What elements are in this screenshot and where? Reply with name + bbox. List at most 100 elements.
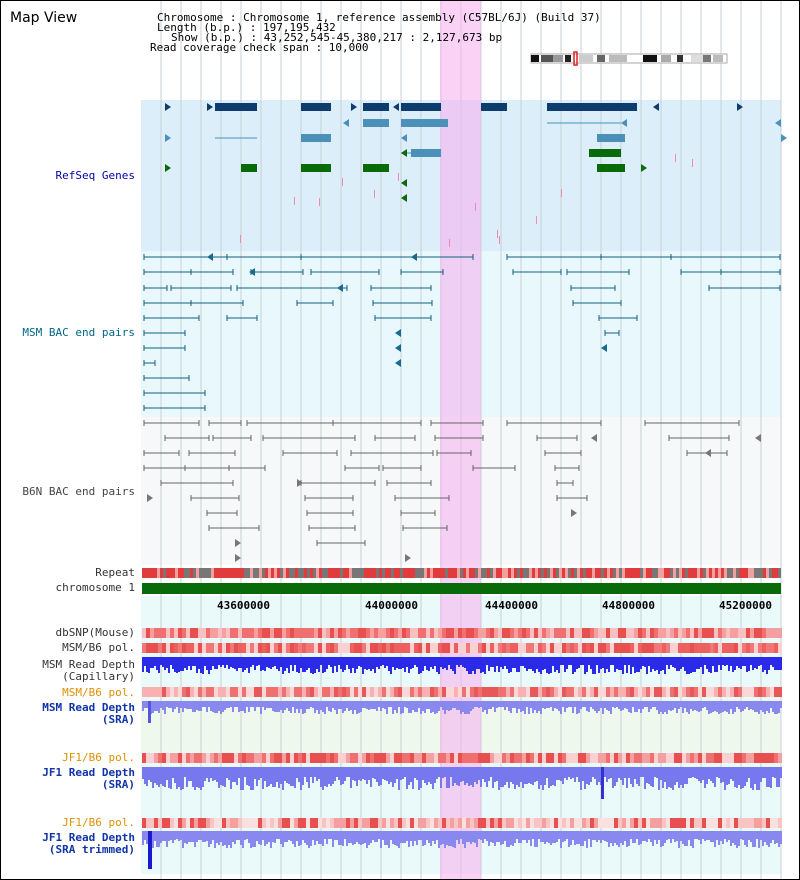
repeat-segment bbox=[238, 568, 241, 578]
track-label-dbsnp[interactable]: dbSNP(Mouse) bbox=[55, 626, 135, 639]
depth-bar bbox=[490, 657, 492, 667]
depth-bar bbox=[264, 767, 266, 781]
depth-bar bbox=[408, 657, 410, 673]
depth-bar bbox=[486, 767, 488, 787]
depth-bar bbox=[378, 767, 380, 786]
heat-cell bbox=[238, 687, 242, 697]
depth-bar bbox=[372, 831, 374, 840]
heat-cell bbox=[678, 643, 682, 653]
depth-bar bbox=[504, 701, 506, 710]
depth-bar bbox=[404, 701, 406, 707]
depth-bar bbox=[624, 831, 626, 841]
depth-bar bbox=[166, 831, 168, 847]
depth-bar bbox=[532, 831, 534, 839]
track-label-msm-depth-capillary[interactable]: MSM Read Depth bbox=[42, 658, 135, 671]
depth-bar bbox=[232, 767, 234, 782]
depth-spike bbox=[148, 701, 151, 723]
track-label-refseq[interactable]: RefSeq Genes bbox=[55, 169, 135, 182]
depth-bar bbox=[498, 657, 500, 672]
depth-bar bbox=[504, 657, 506, 666]
heat-cell bbox=[778, 643, 782, 653]
repeat-segment bbox=[592, 568, 595, 578]
track-label-msm-depth-sra[interactable]: MSM Read Depth bbox=[42, 701, 135, 714]
depth-bar bbox=[566, 767, 568, 780]
depth-bar bbox=[778, 767, 780, 787]
depth-bar bbox=[202, 767, 204, 787]
depth-bar bbox=[522, 701, 524, 711]
heat-cell bbox=[182, 753, 186, 763]
heat-cell bbox=[234, 643, 238, 653]
depth-bar bbox=[256, 657, 258, 666]
depth-bar bbox=[234, 657, 236, 669]
depth-bar bbox=[670, 831, 672, 843]
depth-bar bbox=[648, 657, 650, 666]
heat-cell bbox=[710, 643, 714, 653]
depth-bar bbox=[728, 657, 730, 671]
depth-bar bbox=[674, 657, 676, 668]
depth-bar bbox=[620, 767, 622, 780]
heat-cell bbox=[546, 687, 550, 697]
repeat-segment bbox=[385, 568, 388, 578]
heat-cell bbox=[338, 753, 342, 763]
heat-cell bbox=[310, 628, 314, 638]
depth-bar bbox=[422, 657, 424, 671]
depth-bar bbox=[448, 767, 450, 788]
heat-cell bbox=[766, 753, 770, 763]
depth-bar bbox=[430, 701, 432, 713]
heat-cell bbox=[694, 643, 698, 653]
heat-cell bbox=[610, 687, 614, 697]
highlight-region[interactable] bbox=[440, 1, 481, 879]
track-label-b6n-bac[interactable]: B6N BAC end pairs bbox=[22, 485, 135, 498]
depth-bar bbox=[636, 767, 638, 784]
heat-cell bbox=[746, 628, 750, 638]
heat-cell bbox=[698, 687, 702, 697]
depth-bar bbox=[552, 767, 554, 785]
depth-bar bbox=[318, 701, 320, 714]
track-label-msm-bac[interactable]: MSM BAC end pairs bbox=[22, 326, 135, 339]
heat-cell bbox=[738, 818, 742, 828]
depth-bar bbox=[246, 767, 248, 785]
heat-cell bbox=[718, 687, 722, 697]
depth-bar bbox=[526, 701, 528, 707]
depth-bar bbox=[628, 767, 630, 778]
depth-bar bbox=[760, 701, 762, 710]
heat-cell bbox=[162, 628, 166, 638]
heat-cell bbox=[566, 753, 570, 763]
heat-cell bbox=[382, 753, 386, 763]
track-label-msm-b6-pol[interactable]: MSM/B6 pol. bbox=[62, 641, 135, 654]
heat-cell bbox=[622, 687, 626, 697]
heat-cell bbox=[358, 818, 362, 828]
track-label-jf1-depth[interactable]: JF1 Read Depth bbox=[42, 766, 135, 779]
heat-cell bbox=[166, 753, 170, 763]
heat-cell bbox=[210, 818, 214, 828]
depth-bar bbox=[650, 657, 652, 672]
track-label-msm-b6-pol-2[interactable]: MSM/B6 pol. bbox=[62, 686, 135, 699]
repeat-segment bbox=[412, 568, 415, 578]
heat-cell bbox=[686, 687, 690, 697]
depth-bar bbox=[770, 701, 772, 708]
heat-cell bbox=[494, 818, 498, 828]
heat-cell bbox=[454, 687, 458, 697]
track-label-jf1-pol[interactable]: JF1/B6 pol. bbox=[62, 751, 135, 764]
heat-cell bbox=[614, 643, 618, 653]
heat-cell bbox=[610, 628, 614, 638]
depth-bar bbox=[336, 767, 338, 777]
depth-bar bbox=[714, 701, 716, 711]
heat-cell bbox=[390, 687, 394, 697]
repeat-segment bbox=[331, 568, 334, 578]
repeat-segment bbox=[355, 568, 358, 578]
depth-bar bbox=[208, 701, 210, 707]
depth-bar bbox=[170, 767, 172, 789]
depth-bar bbox=[346, 657, 348, 665]
depth-bar bbox=[574, 657, 576, 672]
depth-bar bbox=[758, 831, 760, 848]
heat-cell bbox=[362, 753, 366, 763]
heat-cell bbox=[334, 753, 338, 763]
heat-cell bbox=[658, 818, 662, 828]
track-label-jf1-pol-2[interactable]: JF1/B6 pol. bbox=[62, 816, 135, 829]
heat-cell bbox=[630, 753, 634, 763]
heat-cell bbox=[322, 818, 326, 828]
track-label-jf1-trimmed[interactable]: JF1 Read Depth bbox=[42, 831, 135, 844]
